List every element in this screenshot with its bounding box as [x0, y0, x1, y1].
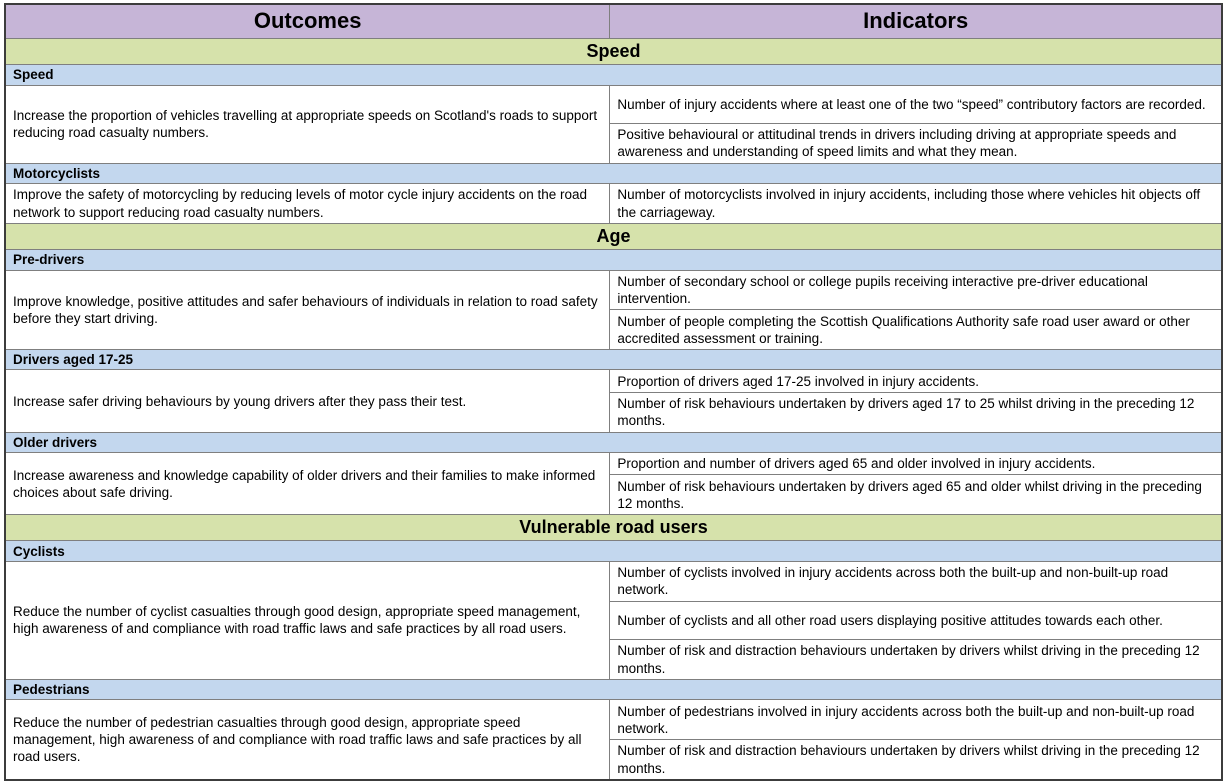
subheader-motorcyclists: Motorcyclists — [4, 162, 1223, 185]
column-header-outcomes: Outcomes — [4, 3, 611, 39]
table-row: Number of cyclists and all other road us… — [5, 600, 1223, 641]
table-row: Reduce the number of pedestrian casualti… — [4, 699, 1223, 781]
subheader-speed: Speed — [4, 64, 1223, 86]
subheader-label: Drivers aged 17-25 — [4, 349, 1223, 371]
subheader-label: Pre-drivers — [4, 249, 1223, 271]
table-row: Improve the safety of motorcycling by re… — [4, 183, 1223, 224]
indicator-older-drivers-2: Number of risk behaviours undertaken by … — [609, 474, 1223, 516]
indicator-older-drivers-1: Proportion and number of drivers aged 65… — [609, 452, 1223, 476]
indicator-cyclists-1: Number of cyclists involved in injury ac… — [609, 560, 1223, 602]
outcomes-indicators-table: Outcomes Indicators Speed Speed Increase… — [4, 3, 1223, 781]
table-row: Positive behavioural or attitudinal tren… — [5, 122, 1223, 164]
outcome-older-drivers: Increase awareness and knowledge capabil… — [4, 452, 611, 516]
column-header-row: Outcomes Indicators — [4, 3, 1223, 39]
table-row: Number of risk behaviours undertaken by … — [5, 391, 1223, 433]
section-title: Age — [4, 222, 1223, 251]
table-row: Number of risk and distraction behaviour… — [5, 739, 1223, 781]
section-header-speed: Speed — [4, 37, 1223, 66]
indicator-drivers-17-25-2: Number of risk behaviours undertaken by … — [609, 391, 1223, 433]
table-row: Number of risk behaviours undertaken by … — [5, 474, 1223, 516]
subheader-label: Older drivers — [4, 431, 1223, 454]
subheader-older-drivers: Older drivers — [4, 431, 1223, 454]
indicator-speed-1: Number of injury accidents where at leas… — [609, 84, 1223, 124]
table-row: Reduce the number of cyclist casualties … — [4, 560, 1223, 680]
subheader-label: Speed — [4, 64, 1223, 86]
section-header-age: Age — [4, 222, 1223, 251]
subheader-label: Motorcyclists — [4, 162, 1223, 185]
table-row: Number of risk and distraction behaviour… — [5, 639, 1223, 680]
subheader-cyclists: Cyclists — [4, 540, 1223, 562]
indicator-motorcyclists-1: Number of motorcyclists involved in inju… — [609, 183, 1223, 224]
outcome-pedestrians: Reduce the number of pedestrian casualti… — [4, 699, 611, 781]
indicator-pedestrians-2: Number of risk and distraction behaviour… — [609, 739, 1223, 781]
indicator-pedestrians-1: Number of pedestrians involved in injury… — [609, 699, 1223, 741]
indicator-pre-drivers-2: Number of people completing the Scottish… — [609, 309, 1223, 351]
subheader-pre-drivers: Pre-drivers — [4, 249, 1223, 271]
indicator-drivers-17-25-1: Proportion of drivers aged 17-25 involve… — [609, 369, 1223, 393]
section-title: Speed — [4, 37, 1223, 66]
outcome-speed: Increase the proportion of vehicles trav… — [4, 84, 611, 164]
outcome-drivers-17-25: Increase safer driving behaviours by you… — [4, 369, 611, 433]
indicator-cyclists-3: Number of risk and distraction behaviour… — [609, 639, 1223, 680]
table-row: Improve knowledge, positive attitudes an… — [4, 269, 1223, 351]
table-row: Increase awareness and knowledge capabil… — [4, 452, 1223, 516]
subheader-drivers-17-25: Drivers aged 17-25 — [4, 349, 1223, 371]
section-title: Vulnerable road users — [4, 514, 1223, 542]
outcome-pre-drivers: Improve knowledge, positive attitudes an… — [4, 269, 611, 351]
indicator-speed-2: Positive behavioural or attitudinal tren… — [609, 122, 1223, 164]
section-header-vulnerable-road-users: Vulnerable road users — [4, 514, 1223, 542]
table-row: Increase the proportion of vehicles trav… — [4, 84, 1223, 164]
subheader-label: Cyclists — [4, 540, 1223, 562]
outcome-cyclists: Reduce the number of cyclist casualties … — [4, 560, 611, 680]
indicator-pre-drivers-1: Number of secondary school or college pu… — [609, 269, 1223, 311]
column-header-indicators: Indicators — [609, 3, 1223, 39]
subheader-label: Pedestrians — [4, 678, 1223, 701]
table-row: Number of people completing the Scottish… — [5, 309, 1223, 351]
table-row: Increase safer driving behaviours by you… — [4, 369, 1223, 433]
indicator-cyclists-2: Number of cyclists and all other road us… — [609, 600, 1223, 641]
outcome-motorcyclists: Improve the safety of motorcycling by re… — [4, 183, 611, 224]
subheader-pedestrians: Pedestrians — [4, 678, 1223, 701]
